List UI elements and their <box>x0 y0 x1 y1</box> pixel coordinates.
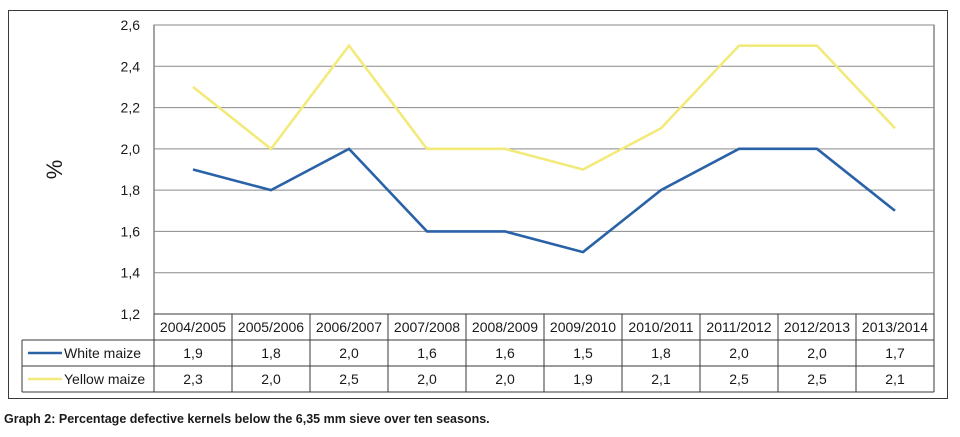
x-tick-label: 2013/2014 <box>862 319 928 335</box>
y-tick-label: 2,6 <box>121 17 141 33</box>
data-label: 1,8 <box>261 345 281 361</box>
x-tick-label: 2008/2009 <box>472 319 538 335</box>
x-tick-label: 2010/2011 <box>628 319 693 335</box>
legend-label: White maize <box>64 345 141 361</box>
data-label: 2,0 <box>339 345 359 361</box>
data-label: 2,0 <box>417 371 437 387</box>
line-chart: 1,2 1,4 1,6 1,8 2,0 2,2 2,4 2,6% 2004/2005 2005/2… <box>21 17 935 393</box>
data-label: 2,0 <box>729 345 749 361</box>
data-label: 2,0 <box>495 371 515 387</box>
x-tick-label: 2011/2012 <box>706 319 771 335</box>
x-tick-label: 2007/2008 <box>394 319 460 335</box>
data-label: 1,9 <box>183 345 203 361</box>
chart-caption: Graph 2: Percentage defective kernels be… <box>4 412 490 426</box>
y-axis-label: % <box>42 160 67 180</box>
data-label: 2,3 <box>183 371 203 387</box>
y-tick-label: 1,2 <box>121 306 141 322</box>
data-label: 1,7 <box>885 345 905 361</box>
data-label: 2,0 <box>807 345 827 361</box>
y-tick-label: 1,8 <box>121 182 141 198</box>
x-tick-label: 2006/2007 <box>316 319 382 335</box>
y-tick-label: 2,4 <box>121 58 141 74</box>
x-tick-label: 2012/2013 <box>784 319 850 335</box>
data-label: 2,1 <box>651 371 671 387</box>
series-line-yellow-maize <box>192 43 896 171</box>
y-tick-label: 1,6 <box>121 223 141 239</box>
data-label: 1,6 <box>417 345 437 361</box>
data-label: 2,5 <box>807 371 827 387</box>
data-label: 1,6 <box>495 345 515 361</box>
y-tick-label: 2,0 <box>121 141 141 157</box>
y-tick-label: 1,4 <box>121 265 141 281</box>
x-tick-label: 2005/2006 <box>238 319 304 335</box>
data-label: 1,8 <box>651 345 671 361</box>
legend-label: Yellow maize <box>64 371 145 387</box>
data-label: 2,0 <box>261 371 281 387</box>
data-label: 2,5 <box>729 371 749 387</box>
chart-frame <box>8 10 948 399</box>
data-label: 2,5 <box>339 371 359 387</box>
x-tick-label: 2004/2005 <box>160 319 226 335</box>
data-label: 1,5 <box>573 345 593 361</box>
plot-area <box>153 24 935 315</box>
data-label: 1,9 <box>573 371 593 387</box>
x-tick-label: 2009/2010 <box>550 319 616 335</box>
data-label: 2,1 <box>885 371 905 387</box>
series-line-white-maize <box>192 147 896 254</box>
y-tick-label: 2,2 <box>121 100 141 116</box>
